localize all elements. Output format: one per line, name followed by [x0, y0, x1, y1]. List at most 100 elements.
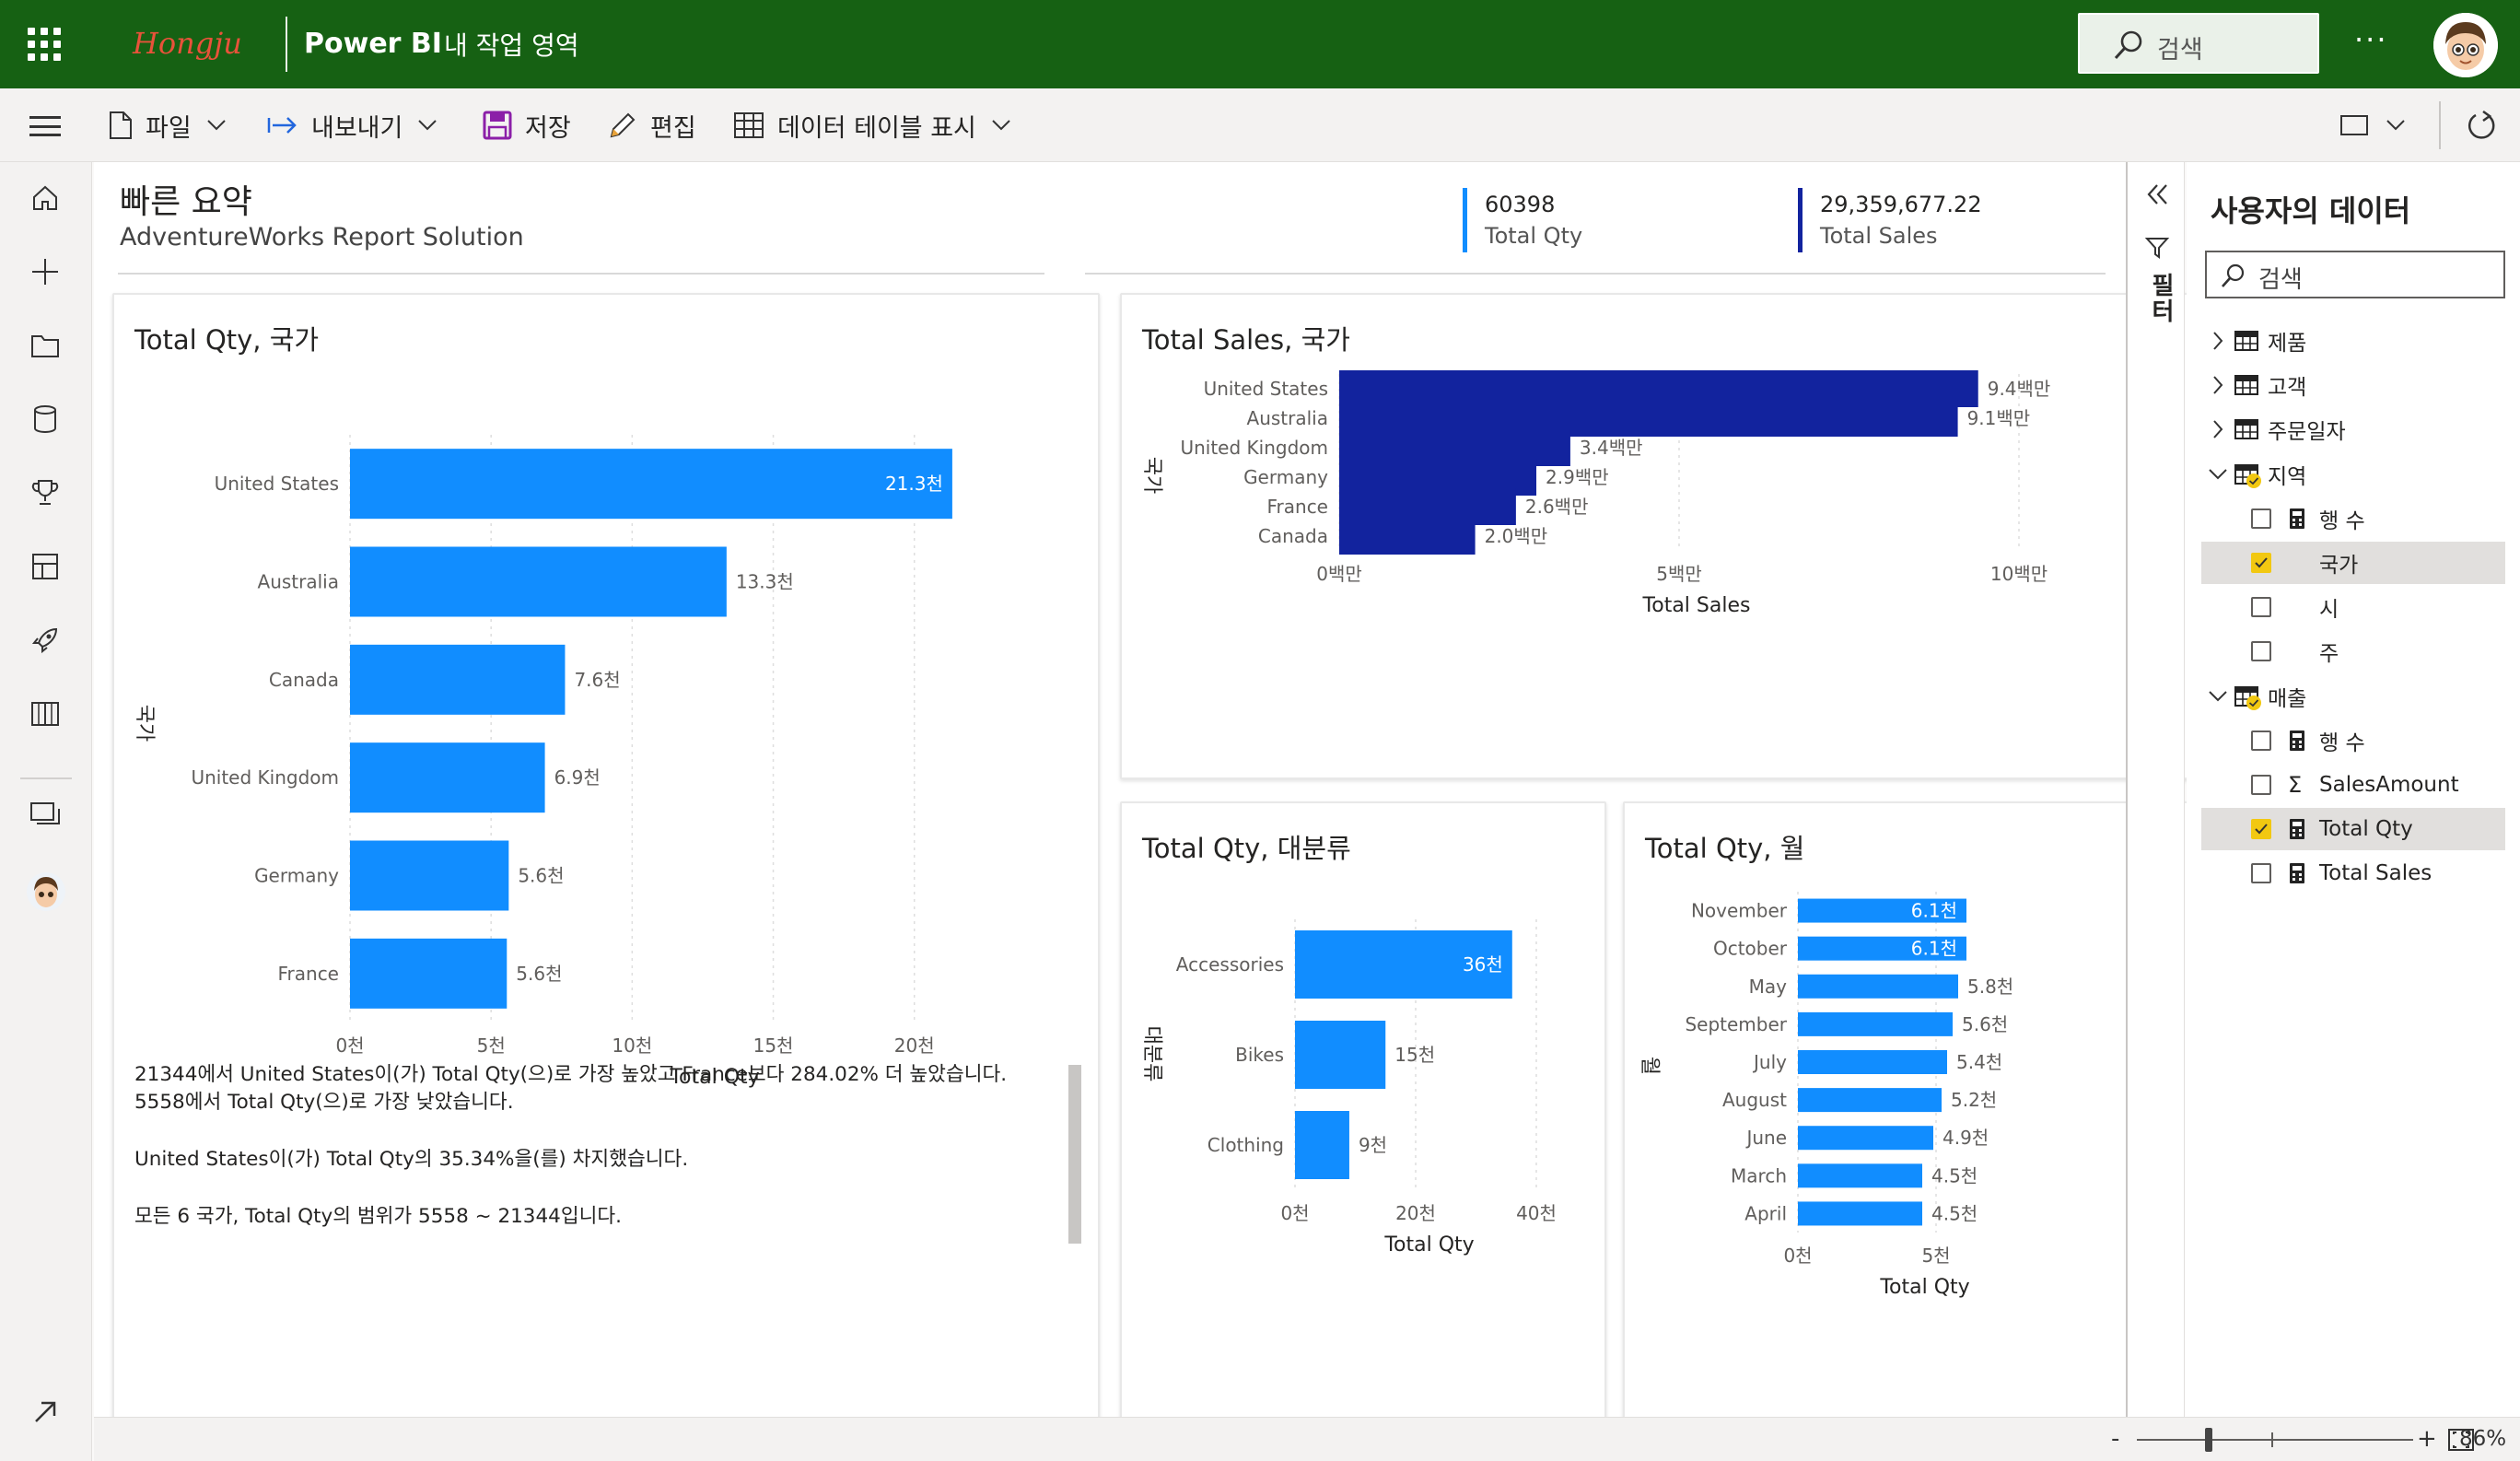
bar[interactable]: [1295, 1111, 1349, 1179]
bar[interactable]: [350, 449, 952, 520]
visual-qty-by-month[interactable]: Total Qty, 월 0천 5천 Total Qty 월 November 6.1천 O…: [1623, 801, 2199, 1446]
table-node[interactable]: 제품: [2201, 320, 2505, 362]
apps-icon[interactable]: [28, 549, 63, 584]
table-label: 제품: [2268, 332, 2307, 356]
field-checkbox[interactable]: [2251, 508, 2271, 529]
bar[interactable]: [350, 840, 509, 911]
home-icon[interactable]: [28, 181, 63, 216]
field-item[interactable]: Σ SalesAmount: [2201, 764, 2505, 806]
field-item[interactable]: 국가: [2201, 542, 2505, 584]
hamburger-menu-icon[interactable]: [29, 116, 61, 136]
data-pane-title: 사용자의 데이터: [2211, 193, 2411, 228]
goals-trophy-icon[interactable]: [28, 475, 63, 510]
kpi-value: 29,359,677.22: [1820, 192, 1982, 217]
table-node[interactable]: 지역: [2201, 453, 2505, 496]
x-tick-label: 40천: [1516, 1202, 1557, 1224]
table-node[interactable]: 고객: [2201, 364, 2505, 406]
my-workspace-avatar-icon[interactable]: [26, 871, 66, 912]
bar[interactable]: [1798, 1088, 1942, 1113]
expand-arrow-icon[interactable]: [28, 1395, 63, 1430]
field-checkbox[interactable]: [2251, 775, 2271, 795]
visual-qty-by-category[interactable]: Total Qty, 대분류 0천 20천 40천 Total Qty 대분류 Acces…: [1120, 801, 1606, 1446]
chevron-down-icon[interactable]: [2207, 468, 2229, 481]
field-item[interactable]: 시: [2201, 586, 2505, 628]
category-label: Germany: [1243, 466, 1328, 488]
table-node[interactable]: 매출: [2201, 675, 2505, 718]
workspaces-icon[interactable]: [28, 798, 63, 833]
zoom-slider-track[interactable]: [2137, 1439, 2413, 1441]
file-menu-button[interactable]: 파일: [109, 107, 227, 144]
edit-button[interactable]: 편집: [608, 107, 696, 144]
filters-pane-collapsed[interactable]: 필터: [2126, 162, 2185, 1417]
brand-logo[interactable]: Hongju: [133, 26, 242, 61]
bar[interactable]: [350, 644, 566, 715]
field-checkbox[interactable]: [2251, 597, 2271, 618]
chevron-right-icon[interactable]: [2207, 331, 2229, 351]
app-name[interactable]: Power BI: [304, 28, 442, 60]
field-checkbox[interactable]: [2251, 730, 2271, 751]
zoom-in-button[interactable]: +: [2417, 1425, 2437, 1453]
bar[interactable]: [1798, 1011, 1953, 1036]
kpi-card-total-qty[interactable]: 60398 Total Qty: [1463, 188, 1739, 252]
bar[interactable]: [1798, 1050, 1947, 1074]
more-options-icon[interactable]: ···: [2354, 22, 2388, 57]
zoom-out-button[interactable]: -: [2111, 1425, 2120, 1453]
category-label: June: [1744, 1127, 1787, 1149]
field-checkbox[interactable]: [2251, 553, 2271, 573]
filters-label: 필터: [2147, 273, 2175, 324]
bar[interactable]: [1798, 898, 1966, 923]
data-label: 15천: [1394, 1044, 1435, 1066]
table-node[interactable]: 주문일자: [2201, 408, 2505, 450]
bar[interactable]: [1295, 1021, 1386, 1089]
data-label: 5.6천: [518, 865, 564, 887]
field-item[interactable]: Total Sales: [2201, 852, 2505, 894]
bar[interactable]: [1798, 1201, 1922, 1226]
field-item[interactable]: 행 수: [2201, 719, 2505, 762]
chevron-right-icon[interactable]: [2207, 419, 2229, 439]
bar[interactable]: [1798, 974, 1958, 999]
bar[interactable]: [1295, 930, 1512, 999]
data-hub-icon[interactable]: [28, 402, 63, 437]
workspace-breadcrumb[interactable]: 내 작업 영역: [444, 30, 579, 61]
deployment-rocket-icon[interactable]: [28, 623, 63, 658]
kpi-card-total-sales[interactable]: 29,359,677.22 Total Sales: [1798, 188, 2074, 252]
bar[interactable]: [1339, 518, 1476, 555]
show-data-table-button[interactable]: 데이터 테이블 표시: [733, 107, 1011, 144]
insight-scrollbar[interactable]: [1068, 1065, 1081, 1244]
calculator-icon: [2288, 730, 2306, 752]
double-chevron-left-icon[interactable]: [2146, 182, 2170, 206]
field-item[interactable]: Total Qty: [2201, 808, 2505, 851]
chevron-right-icon[interactable]: [2207, 375, 2229, 395]
refresh-button[interactable]: [2465, 107, 2511, 144]
create-icon[interactable]: [28, 254, 63, 289]
field-item[interactable]: 주: [2201, 630, 2505, 672]
bar[interactable]: [350, 546, 727, 617]
app-launcher-icon[interactable]: [28, 28, 61, 61]
bar[interactable]: [350, 938, 508, 1009]
bar[interactable]: [350, 742, 545, 813]
user-avatar[interactable]: [2433, 13, 2498, 77]
visual-qty-by-country[interactable]: Total Qty, 국가 0천 5천 10천 15천 20천 Total Qty 국가 Un…: [112, 293, 1100, 1448]
save-button[interactable]: 저장: [483, 107, 571, 144]
field-checkbox[interactable]: [2251, 641, 2271, 662]
field-checkbox[interactable]: [2251, 863, 2271, 884]
data-label: 2.9백만: [1546, 466, 1609, 488]
visual-sales-by-country[interactable]: Total Sales, 국가 0백만 5백만 10백만 Total Sales 국가 U…: [1120, 293, 2199, 779]
bar[interactable]: [1798, 1126, 1933, 1151]
view-mode-button[interactable]: [2339, 107, 2406, 144]
chevron-down-icon[interactable]: [2207, 690, 2229, 703]
top-bar: Hongju Power BI 내 작업 영역 검색 ···: [0, 0, 2520, 88]
browse-folder-icon[interactable]: [28, 328, 63, 363]
field-checkbox[interactable]: [2251, 819, 2271, 840]
global-search-box[interactable]: 검색: [2078, 13, 2319, 74]
learn-book-icon[interactable]: [28, 696, 63, 731]
export-menu-button[interactable]: 내보내기: [267, 107, 438, 144]
data-pane-search[interactable]: 검색: [2205, 251, 2505, 298]
fit-to-page-icon[interactable]: [2446, 1425, 2476, 1455]
bar[interactable]: [1798, 1163, 1922, 1188]
data-label: 6.9천: [554, 766, 601, 789]
field-item[interactable]: 행 수: [2201, 497, 2505, 540]
bar[interactable]: [1798, 936, 1966, 961]
zoom-slider-thumb[interactable]: [2205, 1428, 2212, 1452]
kpi-accent-bar: [1463, 188, 1467, 252]
